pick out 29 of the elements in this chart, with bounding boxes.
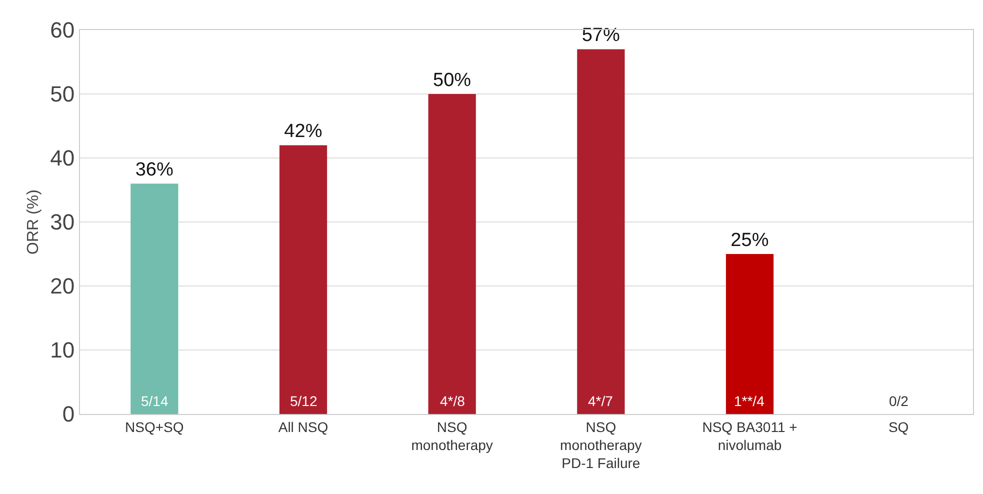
data-label: 50% [433, 70, 472, 91]
annotation: 1**/4 [734, 393, 765, 409]
x-tick-label: NSQ BA3011 + nivolumab [702, 418, 798, 453]
x-tick-label: NSQ monotherapy [411, 418, 493, 453]
data-label: 42% [284, 121, 322, 142]
annotation: 0/2 [889, 393, 909, 409]
data-label: 36% [135, 160, 174, 181]
x-tick-label: SQ [888, 418, 909, 435]
y-tick-label: 10 [50, 338, 75, 363]
x-tick-label: NSQ+SQ [125, 418, 184, 435]
bar [279, 145, 328, 414]
annotation: 4*/8 [440, 393, 466, 409]
bar [577, 49, 625, 414]
y-tick-label: 40 [50, 146, 75, 171]
annotation: 5/14 [141, 393, 168, 409]
bar [726, 254, 774, 414]
y-tick-label: 50 [50, 82, 75, 107]
y-tick-label: 0 [62, 402, 75, 427]
data-label: 25% [730, 230, 769, 251]
y-tick-label: 20 [50, 274, 75, 299]
x-tick-label: All NSQ [278, 418, 328, 435]
y-tick-label: 60 [50, 18, 75, 43]
x-tick-label: NSQ monotherapy PD-1 Failure [560, 418, 642, 472]
bar [428, 94, 476, 414]
annotation: 4*/7 [588, 393, 614, 409]
bar [130, 184, 178, 414]
y-tick-label: 30 [50, 210, 75, 235]
y-axis-title: ORR (%) [25, 190, 42, 254]
annotation: 5/12 [290, 393, 318, 409]
